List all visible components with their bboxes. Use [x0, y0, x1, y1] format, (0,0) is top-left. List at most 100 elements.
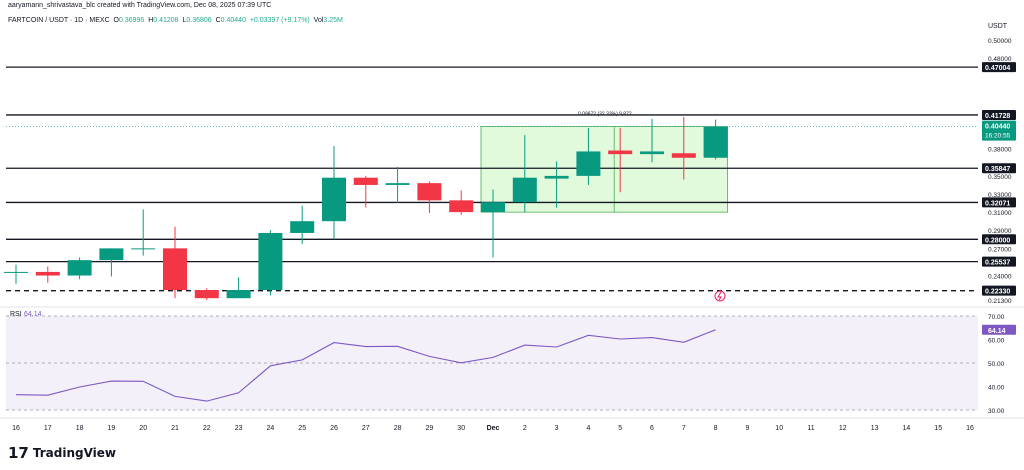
candle-body	[671, 153, 696, 158]
level-tag-2	[982, 163, 1016, 174]
candle-body	[353, 177, 378, 185]
level-label-6: 0.22330	[985, 289, 1010, 296]
close-value: 0.40440	[220, 17, 246, 24]
candle-body	[290, 221, 315, 233]
x-tick: 22	[203, 425, 211, 432]
candle-body	[322, 177, 346, 222]
x-tick: 4	[586, 425, 590, 432]
quote-unit-label: USDT	[988, 23, 1008, 30]
x-tick: 25	[298, 425, 306, 432]
x-tick: 27	[362, 425, 370, 432]
rsi-value: 64.14	[24, 311, 42, 318]
price-tick: 0.29000	[988, 228, 1012, 235]
price-tick: 0.21300	[988, 298, 1012, 305]
level-tag-0	[982, 62, 1016, 73]
x-tick: 14	[903, 425, 911, 432]
x-tick: 10	[775, 425, 783, 432]
price-tick: 0.35000	[988, 174, 1012, 181]
rsi-tick: 70.00	[988, 314, 1005, 321]
level-tag-5	[982, 256, 1016, 267]
tradingview-footer: 17 TradingView	[8, 444, 116, 462]
candle-body	[576, 151, 601, 176]
level-label-1: 0.41728	[985, 113, 1010, 120]
low-label: L	[182, 17, 187, 24]
level-label-4: 0.28000	[985, 237, 1010, 244]
x-tick: 12	[839, 425, 847, 432]
price-tick: 0.24000	[988, 274, 1012, 281]
level-tag-4	[982, 234, 1016, 245]
change-value: +0.03397 (+9.17%)	[249, 17, 310, 24]
volume-value: 3.25M	[323, 17, 343, 24]
x-tick: 20	[139, 425, 147, 432]
level-tag-3	[982, 197, 1016, 208]
level-tag-1	[982, 109, 1016, 120]
candle-body	[449, 200, 474, 213]
x-tick: 7	[682, 425, 686, 432]
level-tag-6	[982, 285, 1016, 296]
candle-body	[226, 290, 251, 299]
lightning-icon[interactable]	[714, 290, 726, 302]
price-tick: 0.50000	[988, 38, 1012, 45]
rsi-label: RSI	[10, 311, 22, 318]
candle-body	[385, 183, 410, 185]
ohlc-legend: FARTCOIN / USDT · 1D · MEXC O0.36996 H0.…	[8, 17, 343, 24]
volume-label: Vol	[313, 17, 324, 24]
rsi-tick: 50.00	[988, 361, 1005, 368]
x-tick: 17	[44, 425, 52, 432]
candle-body	[67, 260, 92, 276]
tradingview-brand: TradingView	[32, 446, 117, 460]
countdown-label: 16:20:55	[985, 133, 1011, 140]
price-tick: 0.48000	[988, 56, 1012, 63]
x-tick: Dec	[487, 425, 500, 432]
x-tick: 28	[394, 425, 402, 432]
x-tick: 16	[966, 425, 974, 432]
current-price-tag	[982, 120, 1016, 141]
x-tick: 16	[12, 425, 20, 432]
chart-caption: aaryamann_shrivastava_blc created with T…	[8, 2, 272, 9]
level-label-0: 0.47004	[985, 65, 1010, 72]
candle-body	[35, 271, 60, 276]
rsi-tick: 30.00	[988, 408, 1005, 415]
candle-body	[703, 126, 728, 158]
x-tick: 30	[457, 425, 465, 432]
candle-body	[640, 151, 664, 155]
x-tick: 26	[330, 425, 338, 432]
candle-body	[544, 175, 569, 179]
rsi-line	[15, 329, 716, 402]
open-value: 0.36996	[118, 17, 145, 24]
x-tick: 9	[745, 425, 749, 432]
x-tick: 23	[235, 425, 243, 432]
x-tick: 15	[934, 425, 942, 432]
high-value: 0.41208	[153, 17, 179, 24]
x-tick: 19	[108, 425, 116, 432]
candle-body	[163, 248, 187, 291]
x-tick: 18	[76, 425, 84, 432]
candle-body	[258, 232, 283, 291]
level-label-5: 0.25537	[985, 260, 1010, 267]
close-label: C	[215, 17, 221, 24]
price-tick: 0.38000	[988, 147, 1012, 154]
level-label-2: 0.35847	[985, 166, 1010, 173]
x-tick: 24	[267, 425, 275, 432]
x-tick: 13	[871, 425, 879, 432]
low-value: 0.36806	[186, 17, 212, 24]
price-tick: 0.31000	[988, 210, 1012, 217]
symbol-label[interactable]: FARTCOIN / USDT · 1D · MEXC	[8, 17, 110, 24]
x-tick: 6	[650, 425, 654, 432]
rsi-tick: 60.00	[988, 338, 1005, 345]
x-tick: 11	[807, 425, 814, 432]
candle-body	[481, 202, 505, 213]
x-tick: 2	[523, 425, 527, 432]
open-label: O	[113, 17, 119, 24]
tradingview-logo-icon: 17	[8, 444, 29, 462]
x-tick: 8	[714, 425, 718, 432]
price-tick: 0.33000	[988, 192, 1012, 199]
candle-body	[512, 177, 537, 203]
rsi-current-label: 64.14	[988, 328, 1006, 335]
current-price-label: 0.40440	[985, 124, 1010, 131]
candle-body	[4, 271, 28, 273]
price-chart[interactable]: USDT 0.09872 (32.33%) 9,872 0.470040.417…	[0, 0, 1024, 440]
x-tick: 21	[171, 425, 179, 432]
x-tick: 29	[426, 425, 434, 432]
x-tick: 3	[555, 425, 559, 432]
